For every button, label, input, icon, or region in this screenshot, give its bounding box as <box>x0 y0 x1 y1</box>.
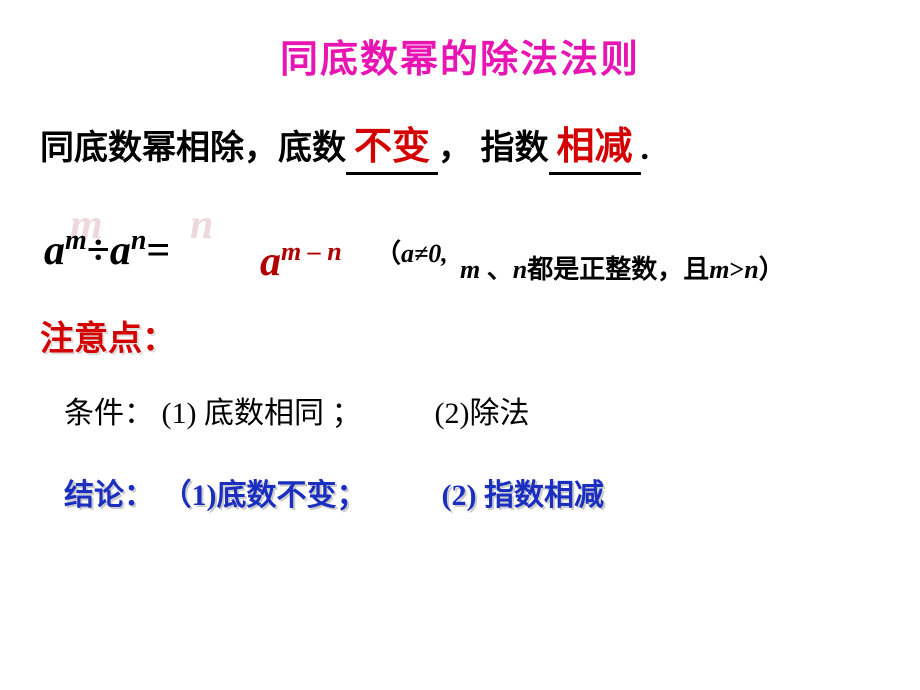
rule-sentence: 同底数幂相除，底数不变， 指数相减. <box>0 83 920 175</box>
blank-2: 相减 <box>549 115 641 175</box>
conditions-label: 条件： <box>64 397 154 430</box>
note-title-text: 注意点： <box>40 321 176 358</box>
rhs-exp: m – n <box>281 237 342 266</box>
lhs-a1: a <box>44 228 65 274</box>
lhs-eq: = <box>146 228 170 274</box>
nonzero-text: a≠0, <box>401 239 448 268</box>
rule-mid: ， 指数 <box>438 130 549 167</box>
formula-rhs: am – n <box>260 237 342 286</box>
blank-2-text: 相减 <box>557 126 633 168</box>
formula-condition-tail: m 、n都是正整数，且m>n） <box>460 249 785 286</box>
conclusion-1: （1)底数不变； <box>162 479 367 512</box>
lhs-exp1: m <box>65 225 87 256</box>
conclusions-row: 结论： （1)底数不变； (2) 指数相减 <box>0 432 920 514</box>
condition-2: (2)除法 <box>434 397 529 430</box>
lhs-a2: a <box>110 228 131 274</box>
lhs-exp2: n <box>131 225 147 256</box>
formula-nonzero: （a≠0, <box>375 233 448 270</box>
rhs-a: a <box>260 239 281 285</box>
slide-title: 同底数幂的除法法则 <box>0 0 920 83</box>
conclusion-2: (2) 指数相减 <box>442 479 604 512</box>
lhs-div: ÷ <box>87 228 110 274</box>
rule-suffix: . <box>641 130 650 167</box>
shadow-n-icon: n <box>190 201 213 249</box>
rule-prefix: 同底数幂相除，底数 <box>40 130 346 167</box>
blank-1: 不变 <box>346 115 438 175</box>
blank-1-text: 不变 <box>354 126 430 168</box>
formula-lhs: am÷an= <box>44 225 170 275</box>
note-title: 注意点： <box>0 275 920 360</box>
conditions-row: 条件： (1) 底数相同 ； (2)除法 <box>0 360 920 432</box>
condition-1: (1) 底数相同 ； <box>162 397 362 430</box>
title-text: 同底数幂的除法法则 <box>280 39 640 81</box>
formula: m n am÷an= am – n （a≠0, m 、n都是正整数，且m>n） <box>0 175 920 275</box>
conclusions-label: 结论： <box>64 479 154 512</box>
paren-open: （ <box>375 239 401 268</box>
